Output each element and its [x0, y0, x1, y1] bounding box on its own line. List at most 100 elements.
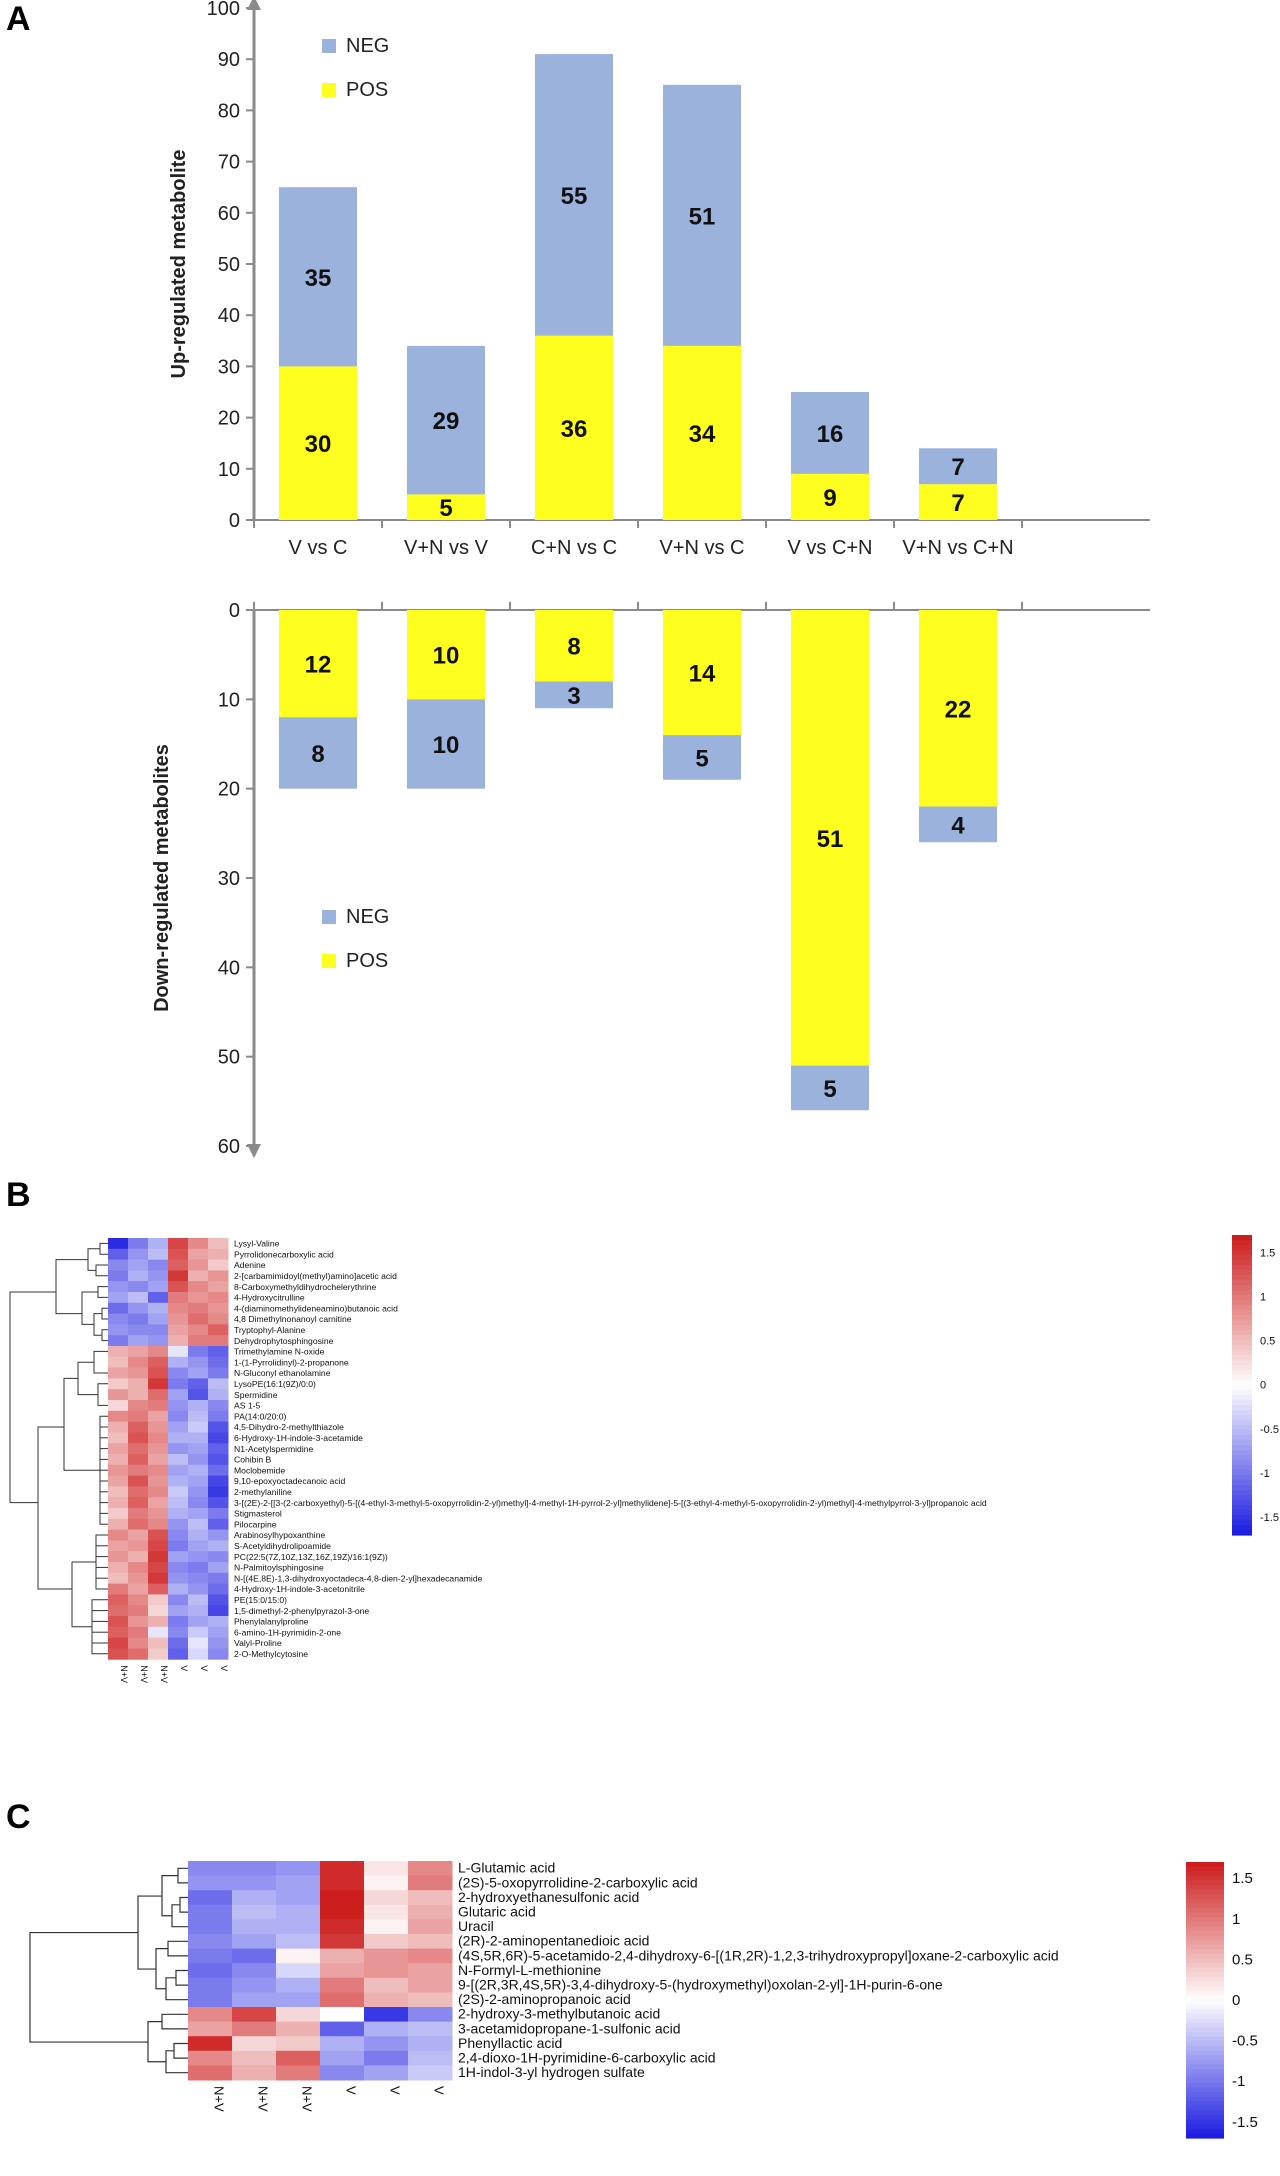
- heatmap-cell: [208, 1400, 229, 1412]
- heatmap-cell: [108, 1540, 129, 1552]
- heatmap-cell: [108, 1486, 129, 1498]
- heatmap-cell: [108, 1497, 129, 1509]
- heatmap-cell: [188, 1977, 233, 1993]
- heatmap-cell: [188, 1389, 209, 1401]
- colorbar-segment: [1232, 1415, 1252, 1421]
- row-label: Adenine: [234, 1260, 266, 1270]
- heatmap-cell: [364, 1992, 409, 2008]
- colorbar-segment: [1186, 2133, 1224, 2139]
- y-tick-label: 40: [218, 305, 240, 327]
- heatmap-cell: [128, 1378, 149, 1390]
- colorbar-segment: [1186, 2110, 1224, 2116]
- row-label: Dehydrophytosphingosine: [234, 1336, 334, 1346]
- heatmap-cell: [168, 1637, 189, 1649]
- heatmap-cell: [148, 1270, 169, 1282]
- heatmap-cell: [232, 2065, 277, 2081]
- heatmap-cell: [188, 2021, 233, 2037]
- heatmap-cell: [320, 1890, 365, 1906]
- row-label: (2R)-2-aminopentanedioic acid: [458, 1933, 649, 1949]
- heatmap-cell: [188, 1637, 209, 1649]
- row-label: PA(14:0/20:0): [234, 1411, 287, 1421]
- heatmap-cell: [108, 1335, 129, 1347]
- bar-label-pos: 14: [689, 661, 716, 688]
- heatmap-cell: [168, 1292, 189, 1304]
- heatmap-cell: [128, 1367, 149, 1379]
- colorbar-tick-label: 1.5: [1260, 1247, 1275, 1259]
- colorbar-tick-label: 0: [1232, 1992, 1240, 2009]
- colorbar-segment: [1186, 1931, 1224, 1937]
- heatmap-cell: [188, 1904, 233, 1920]
- legend-swatch-neg: [322, 910, 336, 924]
- heatmap-cell: [188, 2065, 233, 2081]
- row-dendrogram: [29, 1867, 188, 2074]
- heatmap-cell: [188, 1497, 209, 1509]
- heatmap-c: L-Glutamic acid(2S)-5-oxopyrrolidine-2-c…: [29, 1860, 1258, 2139]
- row-label: Pilocarpine: [234, 1519, 277, 1529]
- colorbar-segment: [1186, 2119, 1224, 2125]
- heatmap-cell: [320, 2021, 365, 2037]
- colorbar-segment: [1186, 2101, 1224, 2107]
- colorbar-segment: [1232, 1410, 1252, 1416]
- heatmap-cell: [168, 1302, 189, 1315]
- heatmap-cell: [108, 1454, 129, 1466]
- colorbar-segment: [1232, 1485, 1252, 1491]
- heatmap-cell: [168, 1432, 189, 1444]
- bar-label-pos: 8: [567, 634, 580, 661]
- heatmap-cell: [148, 1313, 169, 1325]
- row-label: 9-[(2R,3R,4S,5R)-3,4-dihydroxy-5-(hydrox…: [458, 1976, 943, 1992]
- heatmap-cell: [320, 1919, 365, 1935]
- heatmap-cell: [148, 1281, 169, 1293]
- colorbar-segment: [1186, 1894, 1224, 1900]
- bar-pos: [407, 494, 485, 520]
- colorbar-segment: [1232, 1440, 1252, 1446]
- heatmap-cell: [188, 1432, 209, 1444]
- heatmap-cell: [276, 1890, 321, 1906]
- heatmap-cell: [148, 1335, 169, 1347]
- colorbar-segment: [1232, 1490, 1252, 1496]
- heatmap-cell: [320, 2050, 365, 2066]
- heatmap-cell: [276, 1963, 321, 1979]
- dendrogram-branch: [91, 1599, 108, 1655]
- heatmap-cell: [188, 1292, 209, 1304]
- heatmap-cell: [364, 1934, 409, 1950]
- heatmap-cell: [232, 1904, 277, 1920]
- bar-label-neg: 8: [311, 741, 324, 768]
- row-label: 4-Hydroxycitrulline: [234, 1293, 305, 1303]
- colorbar-segment: [1232, 1360, 1252, 1366]
- dendrogram-branch: [63, 1377, 100, 1471]
- heatmap-cell: [128, 1572, 149, 1585]
- row-label: N-[(4E,8E)-1,3-dihydroxyoctadeca-4,8-die…: [234, 1573, 483, 1583]
- heatmap-cell: [188, 2050, 233, 2066]
- heatmap-cell: [276, 1919, 321, 1935]
- bar-label-neg: 16: [817, 421, 844, 448]
- heatmap-cell: [128, 1475, 149, 1487]
- heatmap-cell: [188, 1875, 233, 1891]
- up-regulated-bar-chart: 0 10 20 30 40 50 60 70 80 90 100 30 35 V vs C 5 29 V+N v…: [168, 0, 1150, 559]
- colorbar-segment: [1232, 1305, 1252, 1311]
- row-label: Stigmasterol: [234, 1509, 282, 1519]
- heatmap-cell: [168, 1443, 189, 1455]
- dendrogram-branch: [37, 1426, 72, 1590]
- colorbar-segment: [1186, 2013, 1224, 2019]
- heatmap-cell: [364, 2065, 409, 2081]
- heatmap-cell: [188, 1335, 209, 1347]
- heatmap-cell: [148, 1421, 169, 1433]
- heatmap-cell: [188, 1616, 209, 1628]
- colorbar-segment: [1186, 2105, 1224, 2111]
- heatmap-cell: [148, 1454, 169, 1466]
- bar-pos: [663, 610, 741, 736]
- row-label: 4,8 Dimethylnonanoyl carnitine: [234, 1314, 352, 1324]
- heatmap-cell: [208, 1410, 229, 1423]
- heatmap-cell: [108, 1594, 129, 1606]
- bar-neg: [791, 392, 869, 474]
- heatmap-cell: [168, 1583, 189, 1595]
- dendrogram-branch: [101, 1329, 108, 1342]
- colorbar-segment: [1186, 1862, 1224, 1868]
- heatmap-cell: [108, 1378, 129, 1390]
- heatmap-cell: [188, 1378, 209, 1390]
- colorbar-segment: [1186, 1990, 1224, 1996]
- column-label: V: [432, 2086, 447, 2095]
- heatmap-cell: [188, 1356, 209, 1369]
- heatmap-cell: [148, 1518, 169, 1531]
- heatmap-cell: [364, 1861, 409, 1877]
